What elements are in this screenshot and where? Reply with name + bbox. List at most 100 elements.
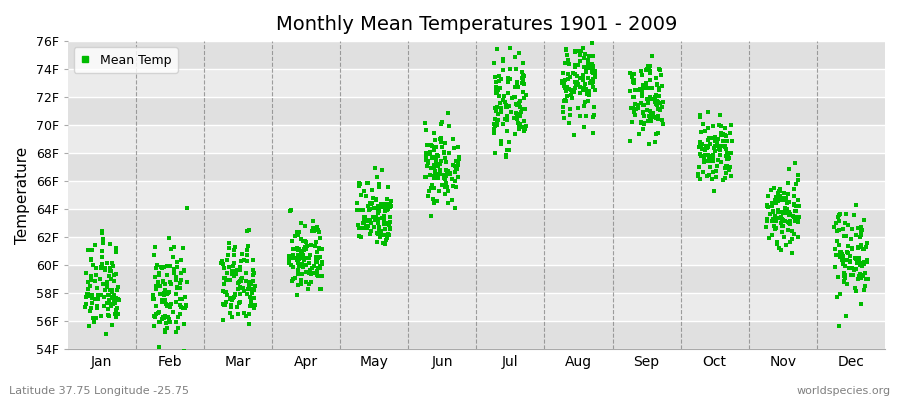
Point	[700, 173, 715, 180]
Point	[293, 220, 308, 226]
Point	[845, 272, 859, 278]
Point	[511, 49, 526, 56]
Point	[586, 52, 600, 59]
Point	[722, 155, 736, 161]
Point	[439, 180, 454, 186]
Point	[510, 120, 525, 126]
Point	[518, 126, 532, 132]
Point	[712, 122, 726, 128]
Point	[579, 86, 593, 92]
Point	[651, 105, 665, 112]
Point	[428, 184, 442, 191]
Point	[429, 159, 444, 165]
Point	[651, 130, 665, 136]
Point	[176, 348, 191, 354]
Point	[292, 228, 306, 235]
Point	[513, 98, 527, 104]
Point	[568, 70, 582, 77]
Point	[634, 89, 649, 96]
Point	[107, 298, 122, 304]
Point	[436, 174, 451, 181]
Point	[580, 65, 595, 71]
Point	[156, 296, 170, 303]
Point	[509, 101, 524, 108]
Point	[516, 78, 530, 84]
Point	[780, 227, 795, 234]
Point	[836, 258, 850, 264]
Point	[626, 79, 640, 85]
Point	[173, 284, 187, 291]
Point	[162, 279, 176, 286]
Point	[560, 93, 574, 100]
Point	[216, 281, 230, 288]
Point	[310, 272, 325, 278]
Point	[655, 83, 670, 89]
Point	[102, 313, 116, 319]
Point	[722, 164, 736, 170]
Point	[853, 228, 868, 234]
Point	[166, 270, 181, 277]
Point	[500, 116, 514, 123]
Point	[100, 260, 114, 266]
Point	[433, 161, 447, 168]
Point	[241, 278, 256, 285]
Point	[110, 297, 124, 303]
Point	[832, 322, 847, 329]
Point	[431, 153, 446, 160]
Point	[518, 105, 533, 112]
Point	[104, 260, 119, 266]
Point	[843, 258, 858, 265]
Point	[242, 227, 256, 234]
Point	[572, 62, 586, 68]
Point	[282, 260, 296, 266]
Point	[248, 283, 262, 289]
Point	[644, 93, 658, 100]
Point	[104, 294, 119, 301]
Point	[488, 123, 502, 129]
Point	[221, 263, 236, 270]
Point	[109, 249, 123, 255]
Point	[768, 197, 782, 203]
Point	[767, 185, 781, 192]
Point	[706, 123, 720, 129]
Point	[855, 260, 869, 266]
Point	[706, 155, 720, 161]
Point	[715, 132, 729, 138]
Point	[146, 291, 160, 298]
Point	[849, 232, 863, 238]
Point	[857, 258, 871, 265]
Point	[452, 156, 466, 162]
Point	[628, 112, 643, 118]
Point	[377, 204, 392, 210]
Point	[224, 270, 238, 276]
Point	[423, 149, 437, 156]
Point	[706, 145, 721, 151]
Point	[835, 251, 850, 258]
Point	[765, 232, 779, 238]
Point	[570, 78, 584, 85]
Point	[691, 144, 706, 150]
Point	[572, 112, 587, 119]
Point	[448, 178, 463, 184]
Point	[718, 125, 733, 131]
Point	[291, 270, 305, 276]
Point	[441, 168, 455, 174]
Point	[381, 206, 395, 212]
Point	[770, 198, 785, 204]
Point	[428, 172, 443, 178]
Point	[492, 92, 507, 99]
Point	[718, 138, 733, 144]
Point	[566, 89, 580, 95]
Point	[247, 270, 261, 277]
Point	[499, 115, 513, 122]
Point	[86, 315, 101, 321]
Point	[428, 171, 443, 178]
Point	[86, 300, 100, 306]
Point	[773, 186, 788, 192]
Point	[357, 215, 372, 221]
Point	[418, 153, 433, 159]
Point	[860, 276, 874, 282]
Point	[768, 213, 782, 219]
Point	[93, 292, 107, 298]
Point	[854, 232, 868, 238]
